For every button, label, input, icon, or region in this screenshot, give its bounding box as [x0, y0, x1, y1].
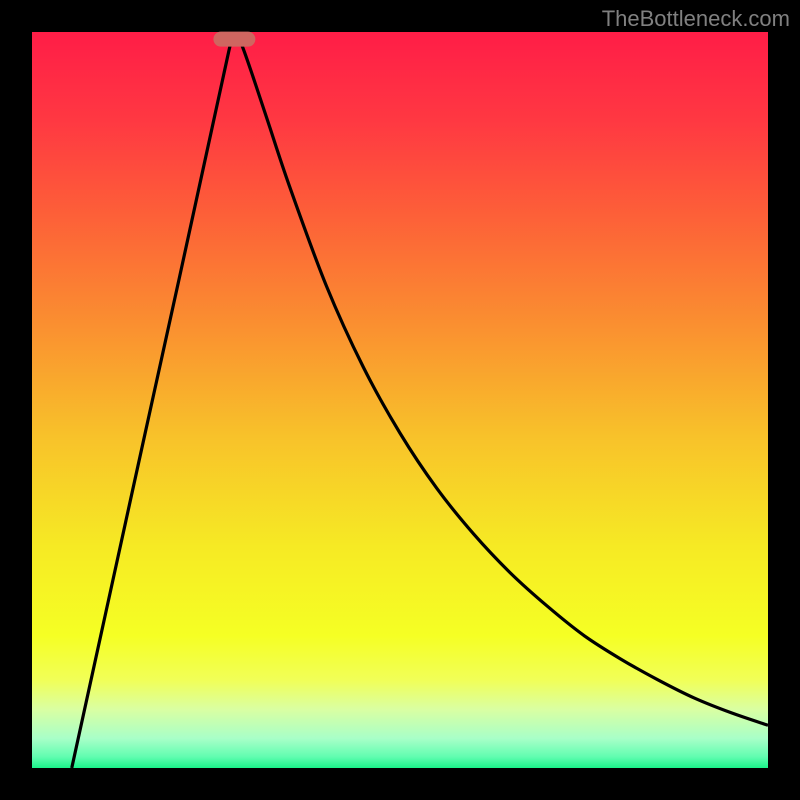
bottleneck-curve	[72, 32, 768, 768]
curve-layer	[32, 32, 768, 768]
min-marker	[214, 32, 255, 47]
watermark-text: TheBottleneck.com	[602, 6, 790, 32]
plot-area	[32, 32, 768, 768]
